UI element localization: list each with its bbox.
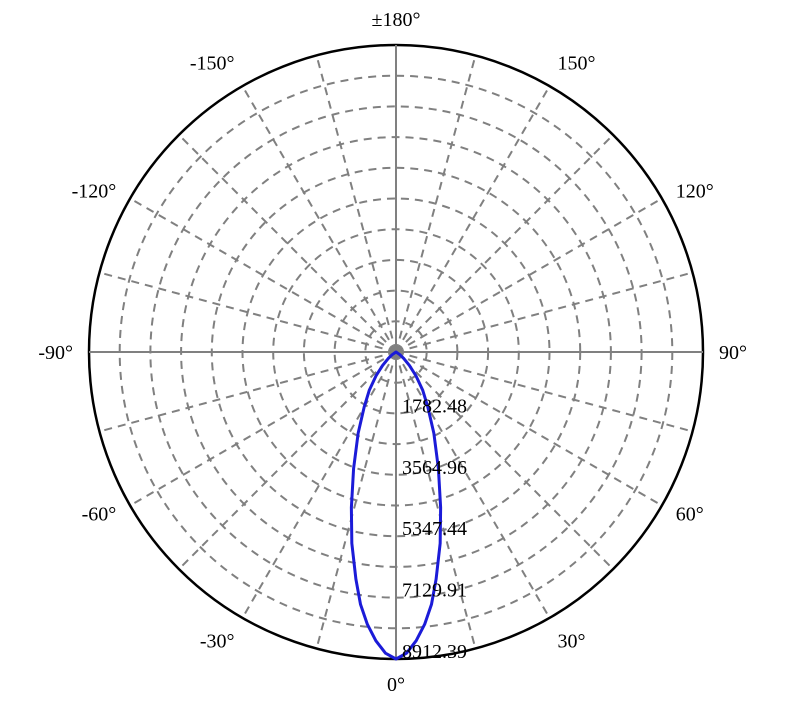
angular-tick-label: 90° (719, 342, 747, 364)
angular-tick-label: -150° (190, 52, 235, 74)
angular-tick-label: -30° (200, 631, 235, 653)
angular-tick-label: 30° (558, 631, 586, 653)
radial-tick-label: 3564.96 (402, 457, 467, 479)
angular-tick-label: ±180° (372, 9, 421, 31)
angular-tick-label: 0° (387, 674, 405, 696)
radial-tick-label: 1782.48 (402, 395, 467, 417)
radial-tick-label: 5347.44 (402, 518, 467, 540)
radial-tick-label: 7129.91 (402, 580, 467, 602)
angular-tick-label: 150° (558, 52, 596, 74)
radial-tick-label: 8912.39 (402, 641, 467, 663)
angular-tick-label: -60° (82, 504, 117, 526)
angular-tick-label: -90° (38, 342, 73, 364)
angular-tick-label: 60° (676, 504, 704, 526)
polar-chart: ±180° -150° -120° -90° -60° -30° 0° 30° 60° 90° 12… (0, 0, 804, 705)
angular-tick-label: 120° (676, 181, 714, 203)
angular-tick-label: -120° (72, 181, 117, 203)
